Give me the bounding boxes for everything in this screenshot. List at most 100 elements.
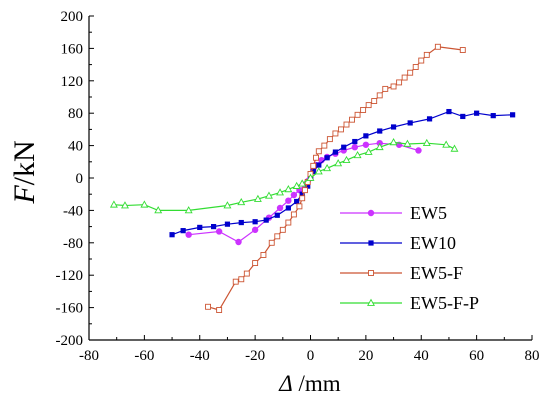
legend-item-ew5-f-p: EW5-F-P — [340, 293, 479, 313]
data-point-ew10 — [210, 224, 217, 230]
y-tick-label: 120 — [61, 74, 84, 90]
data-point-ew10 — [324, 155, 330, 161]
x-axis-symbol: Δ — [278, 371, 293, 396]
legend-label: EW5 — [410, 203, 447, 223]
data-point-ew5-f-p — [298, 179, 307, 187]
data-point-ew5-f — [315, 148, 322, 155]
data-point-ew10 — [332, 149, 339, 155]
data-point-ew5-f-p — [253, 194, 262, 202]
data-point-ew5-f — [401, 74, 408, 81]
data-point-ew10 — [474, 110, 480, 116]
data-point-ew5 — [415, 147, 422, 154]
data-point-ew5-f — [423, 51, 430, 58]
axis-labels: Δ /mm F/kN — [8, 140, 341, 396]
data-point-ew5-f — [243, 270, 250, 277]
data-point-ew5-f-p — [334, 159, 343, 167]
data-point-ew5 — [351, 144, 358, 151]
data-point-ew5 — [235, 238, 242, 246]
y-tick-label: 160 — [61, 41, 84, 57]
data-point-ew10 — [446, 108, 452, 115]
data-point-ew5-f-p — [154, 206, 163, 214]
data-point-ew5-f — [338, 126, 344, 133]
data-point-ew5-f-p — [442, 140, 451, 148]
data-point-ew5-f-p — [314, 167, 323, 175]
series-ew5-f-p — [109, 138, 459, 214]
data-point-ew5-f — [252, 260, 259, 266]
data-point-ew5-f-p — [223, 201, 232, 209]
x-tick-label: -40 — [190, 348, 210, 364]
data-point-ew5-f-p — [364, 147, 373, 155]
data-point-ew5-f-p — [403, 139, 412, 147]
data-point-ew10 — [285, 205, 291, 211]
data-point-ew5-f-p — [375, 142, 384, 151]
x-tick-label: 60 — [469, 348, 484, 364]
data-point-ew5-f-p — [184, 206, 193, 214]
data-point-ew5-f — [407, 69, 414, 76]
legend-swatch-marker — [368, 240, 374, 246]
data-point-ew10 — [407, 120, 413, 126]
legend-item-ew10: EW10 — [340, 233, 456, 253]
data-point-ew5-f — [274, 233, 281, 240]
x-axis-label: Δ /mm — [278, 371, 341, 396]
data-point-ew10 — [460, 113, 466, 120]
data-point-ew5-f — [302, 187, 308, 194]
data-point-ew5-f — [376, 92, 383, 99]
data-point-ew5-f — [296, 203, 303, 210]
data-point-ew5-f-p — [121, 201, 129, 209]
data-point-ew5-f — [290, 211, 297, 218]
data-point-ew5 — [285, 197, 292, 204]
data-point-ew5-f — [343, 121, 350, 128]
data-point-ew5-f-p — [140, 200, 149, 208]
legend-swatch-marker — [368, 270, 374, 276]
data-point-ew5-f-p — [342, 155, 351, 164]
data-point-ew10 — [274, 212, 280, 218]
data-point-ew5-f — [365, 102, 372, 109]
data-point-ew5-f — [390, 83, 397, 90]
data-point-ew5-f — [349, 116, 355, 123]
data-point-ew5-f — [260, 251, 267, 258]
legend: EW5 EW10 EW5-F EW5-F-P — [340, 203, 479, 313]
data-point-ew10 — [299, 191, 305, 197]
data-point-ew5-f — [354, 111, 361, 118]
y-tick-label: -160 — [56, 301, 84, 317]
x-tick-label: -20 — [245, 348, 265, 364]
data-point-ew10 — [510, 112, 516, 118]
data-point-ew10 — [390, 124, 397, 130]
y-axis-label: F/kN — [8, 140, 41, 204]
data-point-ew5-f — [326, 136, 333, 143]
legend-item-ew5-f: EW5-F — [340, 263, 463, 283]
x-tick-label: 20 — [358, 348, 373, 364]
y-tick-label: -40 — [63, 203, 83, 219]
series-line-ew5-f-p — [113, 141, 455, 211]
data-point-ew10 — [305, 183, 311, 189]
data-point-ew5-f — [434, 43, 441, 50]
data-point-ew10 — [363, 133, 369, 139]
x-tick-label: -80 — [79, 348, 99, 364]
y-tick-label: -200 — [56, 333, 84, 349]
data-point-ew5-f-p — [323, 163, 332, 172]
data-point-ew5-f — [238, 276, 245, 283]
data-point-ew5 — [290, 191, 298, 199]
data-point-ew5-f-p — [284, 185, 293, 193]
series-layer — [109, 43, 516, 313]
data-point-ew10 — [263, 217, 269, 223]
data-point-ew5 — [276, 204, 284, 212]
data-point-ew10 — [352, 138, 358, 145]
x-tick-label: 40 — [414, 348, 429, 364]
data-point-ew10 — [377, 128, 383, 134]
x-axis-unit: /mm — [293, 371, 341, 396]
data-point-ew5-f — [412, 64, 419, 70]
y-axis-unit: /kN — [8, 140, 41, 185]
data-point-ew5-f-p — [306, 173, 315, 181]
legend-label: EW10 — [410, 233, 456, 253]
data-point-ew5-f — [332, 130, 339, 137]
data-point-ew5-f-p — [450, 144, 459, 152]
data-point-ew10 — [169, 232, 175, 238]
data-point-ew10 — [316, 162, 322, 168]
data-point-ew10 — [224, 221, 231, 227]
data-point-ew5-f — [285, 219, 292, 226]
data-point-ew5-f — [279, 226, 286, 233]
data-point-ew5-f — [382, 85, 389, 92]
x-tick-label: -60 — [134, 348, 154, 364]
data-point-ew5-f — [371, 98, 378, 105]
